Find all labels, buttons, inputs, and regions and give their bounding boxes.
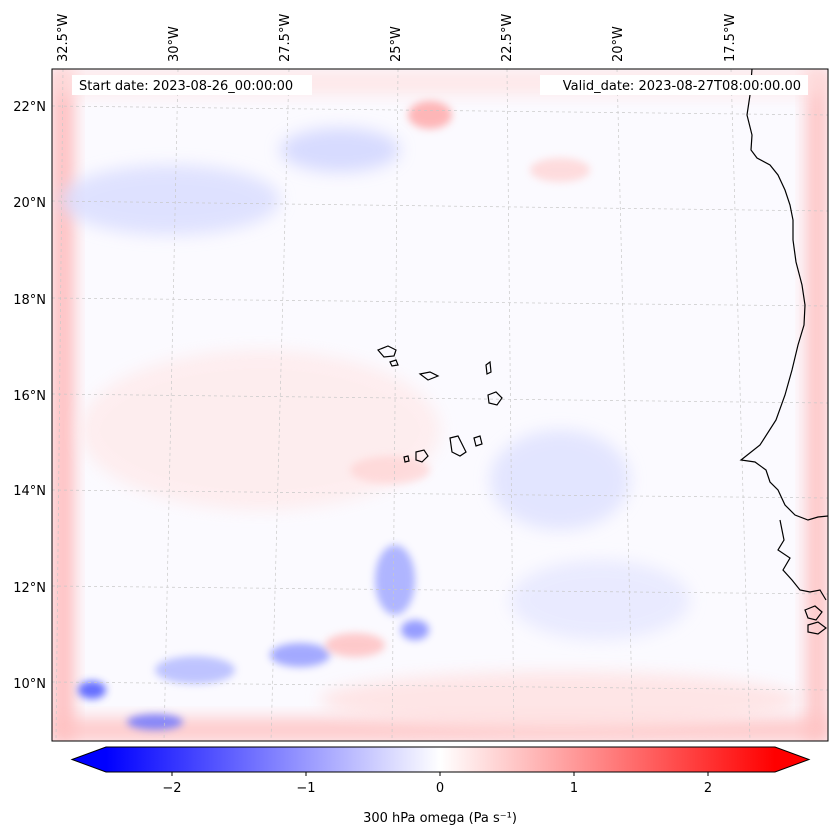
map-panel: Start date: 2023-08-26_00:00:00 Valid_da… xyxy=(13,14,829,742)
cape-verde-fogo xyxy=(415,449,429,463)
colorbar-tick-label: −2 xyxy=(162,781,181,796)
colorbar-extend-min xyxy=(72,747,106,772)
colorbar-ticks xyxy=(171,772,709,776)
valid-date-box: Valid_date: 2023-08-27T08:00:00.00 xyxy=(540,75,808,95)
start-date-label: Start date: 2023-08-26_00:00:00 xyxy=(79,79,293,94)
omega-field xyxy=(52,69,828,741)
african-coast xyxy=(739,69,828,521)
lat-label-18n: 18°N xyxy=(13,293,46,308)
meridian-32-5w xyxy=(55,69,64,741)
colorbar-tick-label: 1 xyxy=(570,781,578,796)
valid-date-label: Valid_date: 2023-08-27T08:00:00.00 xyxy=(563,79,801,94)
meridian-25w xyxy=(391,69,399,741)
lat-label-14n: 14°N xyxy=(13,484,46,499)
graticule xyxy=(52,69,828,741)
lat-label-22n: 22°N xyxy=(13,100,46,115)
longitude-labels: 32.5°W 30°W 27.5°W 25°W 22.5°W 20°W 17.5… xyxy=(56,14,738,62)
lon-label-27-5w: 27.5°W xyxy=(278,14,293,62)
map-frame xyxy=(51,68,829,742)
lon-label-25w: 25°W xyxy=(389,26,404,62)
colorbar-outline xyxy=(70,746,811,773)
lon-label-20w: 20°W xyxy=(611,26,626,62)
gambia-river-coast xyxy=(777,519,827,601)
lat-label-20n: 20°N xyxy=(13,196,46,211)
colorbar-body xyxy=(106,747,775,772)
lon-label-22-5w: 22.5°W xyxy=(500,14,515,62)
colorbar-tick-labels: −2 −1 0 1 2 xyxy=(162,781,712,796)
cape-verde-sao-nicolau xyxy=(418,371,440,381)
cape-verde-sao-vicente xyxy=(389,359,399,367)
colorbar-tick-label: 0 xyxy=(436,781,444,796)
coastlines xyxy=(376,69,828,635)
latitude-labels: 22°N 20°N 18°N 16°N 14°N 12°N 10°N xyxy=(13,100,46,692)
start-date-box: Start date: 2023-08-26_00:00:00 xyxy=(72,75,312,95)
lat-label-10n: 10°N xyxy=(13,677,46,692)
meridian-30w xyxy=(163,69,179,741)
cape-verde-maio xyxy=(473,435,483,447)
lat-label-16n: 16°N xyxy=(13,389,46,404)
meridian-22-5w xyxy=(506,69,515,741)
meridian-17-5w xyxy=(730,69,751,741)
colorbar-label: 300 hPa omega (Pa s⁻¹) xyxy=(363,811,517,826)
cape-verde-brava xyxy=(403,455,410,463)
lat-label-12n: 12°N xyxy=(13,581,46,596)
colorbar: −2 −1 0 1 2 300 hPa omega (Pa s⁻¹) xyxy=(70,746,811,826)
cape-verde-boa-vista xyxy=(487,391,503,406)
guinea-bissau-islands xyxy=(804,605,827,635)
cape-verde-santo-antao xyxy=(376,345,397,358)
cape-verde-santiago xyxy=(449,435,467,457)
meridian-27-5w xyxy=(270,69,290,741)
lon-label-30w: 30°W xyxy=(167,26,182,62)
colorbar-tick-label: −1 xyxy=(296,781,315,796)
lon-label-17-5w: 17.5°W xyxy=(723,14,738,62)
meridian-20w xyxy=(616,69,634,741)
lon-label-32-5w: 32.5°W xyxy=(56,14,71,62)
colorbar-tick-label: 2 xyxy=(704,781,712,796)
cape-verde-sal xyxy=(485,360,492,375)
colorbar-extend-max xyxy=(775,747,809,772)
